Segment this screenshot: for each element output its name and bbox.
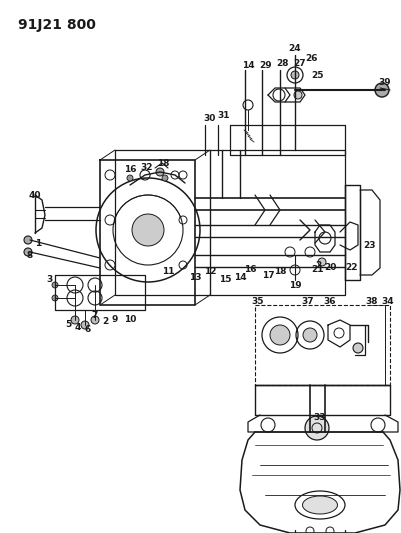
Text: 24: 24 — [288, 44, 301, 52]
Text: 23: 23 — [363, 240, 375, 249]
Text: 18: 18 — [273, 268, 286, 277]
Text: 2: 2 — [101, 318, 108, 327]
Text: 91J21 800: 91J21 800 — [18, 18, 95, 32]
Bar — [254, 305, 389, 385]
Circle shape — [132, 214, 164, 246]
Circle shape — [81, 321, 89, 329]
Circle shape — [24, 248, 32, 256]
Circle shape — [269, 325, 289, 345]
Text: 39: 39 — [378, 77, 390, 86]
Text: 35: 35 — [251, 297, 263, 306]
Circle shape — [374, 83, 388, 97]
Text: 6: 6 — [85, 326, 91, 335]
Circle shape — [162, 175, 168, 181]
Text: 9: 9 — [111, 316, 118, 325]
Text: 37: 37 — [301, 297, 314, 306]
Text: 1: 1 — [35, 238, 41, 247]
Circle shape — [302, 328, 316, 342]
Text: 12: 12 — [203, 268, 216, 277]
Circle shape — [156, 168, 164, 176]
Circle shape — [52, 295, 58, 301]
Circle shape — [71, 316, 79, 324]
Text: 17: 17 — [261, 271, 273, 279]
Text: 14: 14 — [241, 61, 254, 69]
Circle shape — [304, 416, 328, 440]
Circle shape — [290, 71, 298, 79]
Text: 38: 38 — [365, 297, 377, 306]
Circle shape — [24, 236, 32, 244]
Circle shape — [52, 282, 58, 288]
Text: 14: 14 — [233, 273, 246, 282]
Circle shape — [91, 316, 99, 324]
Text: 22: 22 — [345, 263, 357, 272]
Text: 28: 28 — [276, 59, 289, 68]
Circle shape — [127, 175, 133, 181]
Text: 10: 10 — [124, 316, 136, 325]
Text: 36: 36 — [323, 297, 335, 306]
Text: 33: 33 — [313, 414, 326, 423]
Text: 2: 2 — [314, 261, 320, 270]
Text: 40: 40 — [29, 190, 41, 199]
Text: 3: 3 — [47, 276, 53, 285]
Circle shape — [317, 258, 325, 266]
Text: 34: 34 — [381, 297, 393, 306]
Circle shape — [352, 343, 362, 353]
Text: 20: 20 — [323, 263, 335, 272]
Text: 32: 32 — [140, 164, 153, 173]
Text: 13: 13 — [188, 273, 201, 282]
Text: 7: 7 — [91, 311, 98, 319]
Text: 30: 30 — [203, 114, 216, 123]
Circle shape — [293, 91, 301, 99]
Text: 26: 26 — [305, 53, 318, 62]
Text: 19: 19 — [288, 280, 301, 289]
Text: 31: 31 — [217, 110, 230, 119]
Text: 5: 5 — [65, 320, 71, 329]
Text: 16: 16 — [243, 265, 255, 274]
Text: 27: 27 — [293, 59, 306, 68]
Text: 21: 21 — [311, 265, 324, 274]
Text: 15: 15 — [218, 276, 231, 285]
Text: 25: 25 — [311, 70, 324, 79]
Text: 16: 16 — [124, 166, 136, 174]
Text: 11: 11 — [161, 268, 174, 277]
Text: 29: 29 — [259, 61, 271, 69]
Text: 4: 4 — [75, 324, 81, 333]
Text: 18: 18 — [156, 158, 169, 167]
Ellipse shape — [302, 496, 337, 514]
Text: 8: 8 — [27, 251, 33, 260]
